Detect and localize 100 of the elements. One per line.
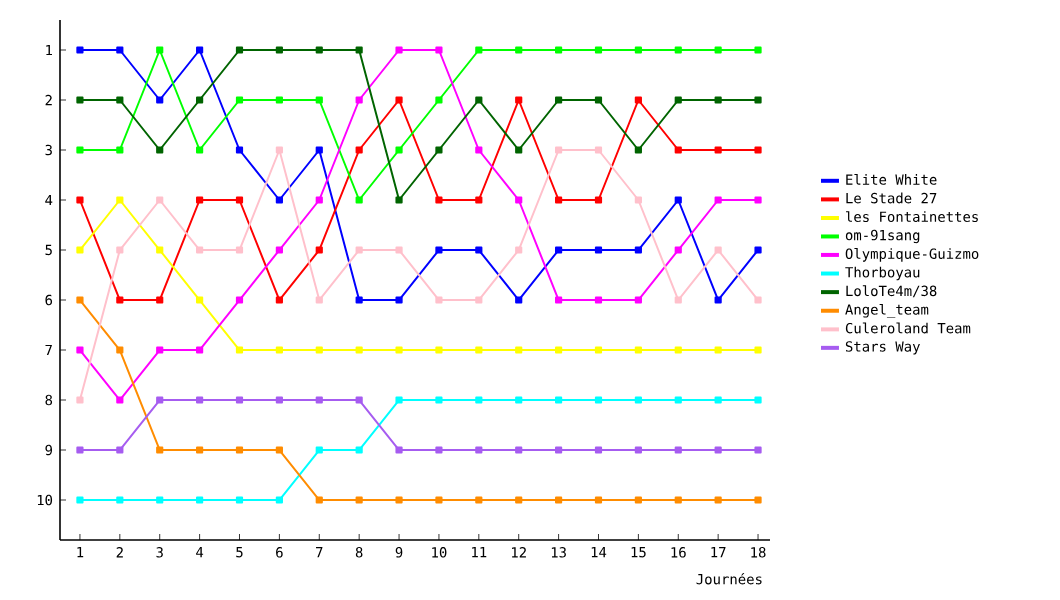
point xyxy=(395,96,403,104)
point xyxy=(116,96,124,104)
point xyxy=(275,346,283,354)
point xyxy=(475,496,483,504)
point xyxy=(674,496,682,504)
point xyxy=(714,246,722,254)
point xyxy=(634,446,642,454)
point xyxy=(355,246,363,254)
point xyxy=(315,96,323,104)
point xyxy=(355,346,363,354)
point xyxy=(475,196,483,204)
point xyxy=(156,246,164,254)
point xyxy=(116,196,124,204)
point xyxy=(594,46,603,54)
point xyxy=(76,396,84,404)
point xyxy=(754,346,762,354)
point xyxy=(674,146,682,154)
point xyxy=(275,196,283,204)
point xyxy=(315,46,323,54)
point xyxy=(515,346,523,354)
point xyxy=(634,346,642,354)
point xyxy=(754,146,762,154)
point xyxy=(355,396,363,404)
point xyxy=(315,496,323,504)
point xyxy=(594,146,603,154)
point xyxy=(475,396,483,404)
point xyxy=(315,196,323,204)
point xyxy=(594,96,603,104)
point xyxy=(275,46,283,54)
point xyxy=(555,46,563,54)
point xyxy=(196,296,204,304)
point xyxy=(196,46,204,54)
point xyxy=(475,96,483,104)
point xyxy=(555,396,563,404)
point xyxy=(555,96,563,104)
point xyxy=(714,396,722,404)
point xyxy=(515,146,523,154)
point xyxy=(714,196,722,204)
point xyxy=(555,296,563,304)
point xyxy=(754,196,762,204)
point xyxy=(315,146,323,154)
point xyxy=(235,46,244,54)
point xyxy=(754,296,762,304)
point xyxy=(275,246,283,254)
point xyxy=(634,246,642,254)
point xyxy=(475,46,483,54)
point xyxy=(156,296,164,304)
point xyxy=(116,296,124,304)
point xyxy=(634,196,642,204)
point xyxy=(355,446,363,454)
point xyxy=(315,396,323,404)
point xyxy=(235,396,244,404)
point xyxy=(674,96,682,104)
point xyxy=(515,46,523,54)
point xyxy=(275,146,283,154)
point xyxy=(435,96,443,104)
point xyxy=(76,446,84,454)
point xyxy=(76,146,84,154)
point xyxy=(515,246,523,254)
point xyxy=(76,296,84,304)
point xyxy=(594,496,603,504)
point xyxy=(196,196,204,204)
point xyxy=(156,446,164,454)
point xyxy=(435,46,443,54)
point xyxy=(76,496,84,504)
point xyxy=(754,246,762,254)
point xyxy=(156,346,164,354)
point xyxy=(275,296,283,304)
point xyxy=(156,396,164,404)
point xyxy=(116,346,124,354)
point xyxy=(594,346,603,354)
point xyxy=(315,296,323,304)
point xyxy=(116,46,124,54)
point xyxy=(395,296,403,304)
point xyxy=(594,396,603,404)
point xyxy=(395,396,403,404)
point xyxy=(674,196,682,204)
point xyxy=(235,446,244,454)
point xyxy=(76,46,84,54)
point xyxy=(515,396,523,404)
point xyxy=(515,296,523,304)
point xyxy=(235,296,244,304)
point xyxy=(355,496,363,504)
point xyxy=(634,146,642,154)
point xyxy=(76,96,84,104)
point xyxy=(515,496,523,504)
point xyxy=(435,346,443,354)
point xyxy=(116,246,124,254)
point xyxy=(475,296,483,304)
point xyxy=(714,346,722,354)
point xyxy=(674,46,682,54)
point xyxy=(235,96,244,104)
point xyxy=(475,146,483,154)
point xyxy=(714,46,722,54)
point xyxy=(355,46,363,54)
point xyxy=(196,496,204,504)
point xyxy=(235,346,244,354)
point xyxy=(555,446,563,454)
point xyxy=(315,346,323,354)
point xyxy=(235,146,244,154)
